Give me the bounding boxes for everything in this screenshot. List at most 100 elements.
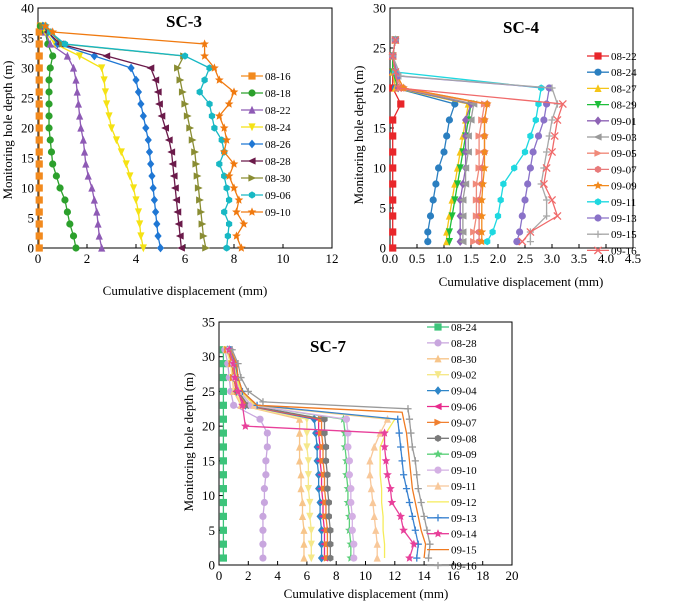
legend-label: 09-16 [611,245,637,257]
data-point [35,100,43,108]
data-point [100,76,108,85]
data-point [547,195,557,205]
data-point [178,88,187,96]
series-09-15 [230,349,427,559]
data-point [45,88,53,96]
data-point [172,196,181,204]
x-tick-label: 4.0 [598,251,614,266]
data-point [146,64,155,72]
data-point [394,83,403,93]
series-line [225,349,312,559]
data-point [259,512,267,521]
data-point [306,498,314,507]
data-point [411,457,419,465]
y-tick-label: 25 [373,41,386,56]
data-point [230,401,238,409]
data-point [367,484,375,493]
series-line [227,349,326,559]
data-point [94,219,102,228]
data-point [219,471,227,479]
data-point [553,211,562,221]
data-point [383,470,392,479]
data-point [445,116,453,124]
data-point [396,511,406,521]
x-tick-label: 12 [326,251,339,266]
x-tick-label: 10 [277,251,290,266]
data-point [216,160,223,168]
plot-frame [389,7,634,249]
data-point [389,116,397,124]
data-point [35,160,43,168]
data-point [35,76,43,84]
legend-label: 08-24 [611,67,637,79]
legend-label: 09-11 [611,197,636,209]
legend-marker [594,84,602,92]
data-point [526,238,534,246]
legend-marker [433,529,443,538]
data-point [307,554,315,563]
data-point [95,231,103,240]
y-axis-label: Monitoring hole depth (m) [181,372,196,511]
x-tick-label: 3.0 [544,251,560,266]
data-point [324,485,331,493]
data-point [134,208,143,217]
data-point [52,172,60,180]
data-point [389,164,397,172]
data-point [443,132,451,140]
data-point [35,136,43,144]
data-point [482,99,492,108]
legend-label: 08-22 [265,105,291,117]
data-point [307,540,315,549]
series-line [392,39,488,242]
series-09-12 [230,349,396,559]
data-point [470,228,478,236]
legend-label: 09-10 [451,465,477,477]
data-point [542,163,551,173]
data-point [347,498,355,507]
series-line [392,39,564,243]
series-08-18 [36,22,80,252]
y-tick-label: 10 [202,488,215,503]
data-point [397,443,405,451]
data-point [127,63,135,73]
y-tick-label: 20 [21,121,34,136]
series-line [227,349,329,559]
data-point [173,208,182,216]
data-point [45,100,53,108]
data-point [527,132,534,140]
data-point [440,148,448,156]
legend-label: 08-28 [265,156,291,168]
data-point [370,512,378,520]
data-point [77,123,85,132]
data-point [230,372,240,382]
series-09-16 [388,35,567,246]
data-point [46,39,54,48]
legend-marker [594,116,602,126]
data-point [399,471,408,479]
data-point [45,124,53,132]
data-point [466,116,475,124]
data-point [424,228,432,236]
data-point [45,76,53,84]
legend-marker [594,149,603,157]
legend-label: 08-26 [265,139,291,151]
data-point [139,244,147,253]
data-point [543,148,551,156]
data-point [74,99,83,108]
y-tick-label: 40 [21,1,34,16]
data-point [232,231,241,240]
data-point [458,238,467,246]
data-point [183,112,192,120]
legend-marker [434,323,442,331]
data-point [169,172,178,180]
data-point [484,238,491,246]
data-point [219,554,227,562]
data-point [168,160,177,168]
data-point [414,485,422,493]
legend-marker [594,198,602,206]
data-point [461,164,470,172]
data-point [389,212,397,220]
data-point [386,484,395,493]
data-point [69,63,78,72]
data-point [225,220,233,228]
